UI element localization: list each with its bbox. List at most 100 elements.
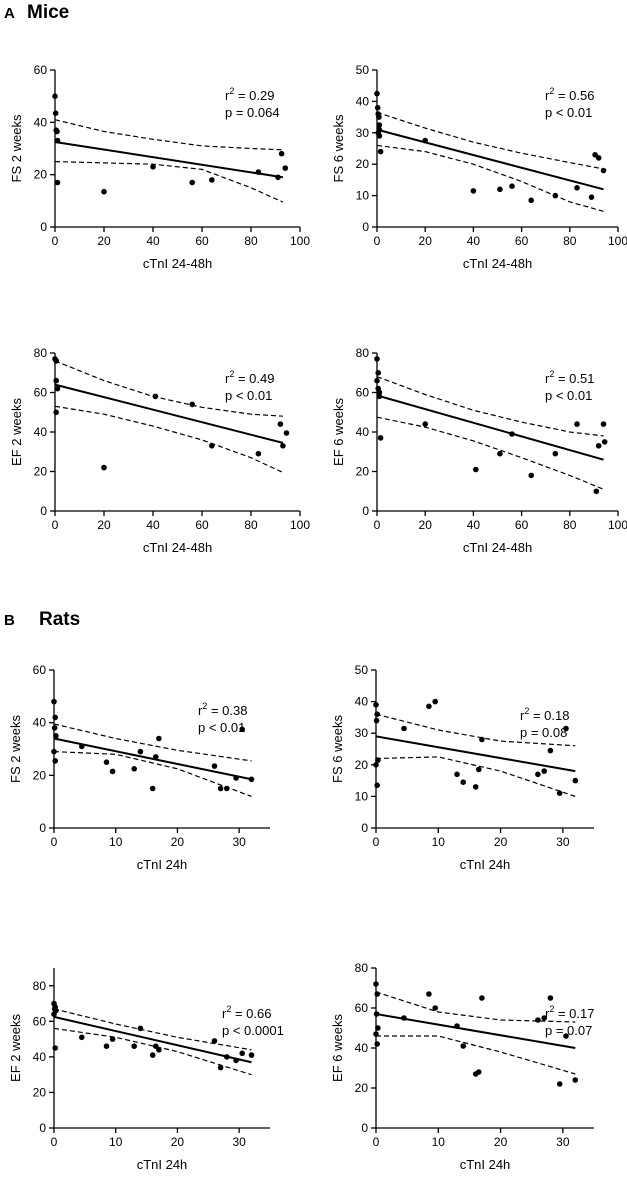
mice-fs6-data-point	[600, 167, 607, 174]
mice-fs2-x-tick-label: 60	[195, 234, 209, 248]
rats-fs2-panel: 0 20 40 60 0 10 20 30 cTnI 24h FS 2 weeks r2 = 0.3…	[8, 663, 270, 872]
mice-ef6-x-tick-label: 40	[467, 518, 481, 532]
mice-ef6-y-axis-label: EF 6 weeks	[331, 398, 346, 466]
rats-fs2-ci-upper	[53, 723, 252, 762]
rats-fs6-ci-upper	[375, 713, 576, 747]
rats-ef6-y-tick-label: 40	[355, 1041, 369, 1055]
mice-fs2-p-text: p = 0.064	[225, 105, 280, 120]
mice-fs6-data-point	[509, 183, 515, 189]
rats-ef2-data-point	[137, 1025, 144, 1032]
rats-ef6-data-point	[373, 981, 379, 987]
rats-ef2-ci-lower	[53, 1027, 252, 1076]
mice-ef6-data-point	[376, 393, 383, 400]
mice-fs2-data-point	[54, 137, 61, 144]
rats-ef2-data-point	[239, 1050, 245, 1057]
mice-ef6-regression-line	[376, 394, 604, 461]
rats-ef2-y-tick-label: 80	[33, 979, 47, 993]
rats-fs2-data-point	[52, 758, 58, 764]
rats-ef6-data-point	[547, 995, 554, 1001]
rats-ef6-data-point	[374, 1041, 381, 1047]
mice-ef2-x-tick-label: 40	[146, 518, 160, 532]
rats-fs2-data-point	[79, 743, 85, 750]
mice-fs6-data-point	[595, 155, 602, 161]
mice-fs2-y-tick-label: 60	[34, 63, 48, 77]
rats-fs2-x-tick-label: 20	[171, 835, 185, 849]
rats-fs2-y-tick-label: 40	[33, 716, 47, 730]
rats-fs6-ci-lower	[375, 756, 576, 797]
rats-fs2-data-point	[156, 735, 162, 742]
rats-fs2-r2-text: r2 = 0.38	[198, 701, 247, 718]
rats-fs6-data-point	[373, 762, 379, 768]
rats-ef6-data-point	[556, 1081, 563, 1087]
mice-fs6-data-point	[528, 197, 534, 204]
rats-fs6-data-point	[563, 725, 569, 732]
rats-ef6-ci-lower	[376, 1035, 576, 1075]
rats-fs6-x-axis-label: cTnI 24h	[460, 857, 511, 872]
rats-fs2-data-point	[149, 785, 156, 792]
rats-ef6-panel: 0 20 40 60 80 0 10 20 30 cTnI 24h EF 6 weeks r2 = 0…	[330, 961, 594, 1172]
mice-fs2-x-axis-label: cTnI 24-48h	[143, 256, 212, 271]
rats-fs2-data-point	[51, 698, 57, 705]
mice-fs6-x-tick-label: 80	[563, 234, 577, 248]
rats-fs2-y-axis-label: FS 2 weeks	[8, 715, 23, 783]
mice-ef2-ci-lower	[54, 405, 284, 474]
mice-fs6-y-axis-label: FS 6 weeks	[331, 114, 346, 182]
mice-fs6-regression-line	[376, 128, 604, 191]
mice-ef6-data-point	[528, 472, 534, 479]
mice-ef6-data-point	[600, 421, 607, 427]
rats-ef6-data-point	[373, 1031, 379, 1037]
mice-ef6-x-tick-label: 60	[515, 518, 529, 532]
rats-ef6-data-point	[460, 1043, 467, 1049]
rats-ef6-data-point	[426, 991, 432, 997]
mice-ef2-y-tick-label: 0	[40, 504, 47, 518]
mice-ef6-data-point	[377, 435, 384, 441]
rats-fs2-data-point	[109, 768, 116, 775]
rats-ef2-data-point	[211, 1038, 218, 1044]
rats-fs6-data-point	[373, 717, 380, 724]
mice-ef6-y-tick-label: 80	[356, 346, 370, 360]
rats-fs2-regression-line	[53, 737, 252, 781]
rats-fs2-p-text: p < 0.01	[198, 720, 245, 735]
rats-fs2-ci-lower	[53, 751, 252, 797]
mice-ef6-data-point	[497, 450, 503, 457]
mice-ef2-ci-upper	[54, 360, 283, 417]
mice-fs2-y-axis-label: FS 2 weeks	[9, 114, 24, 182]
mice-fs2-data-point	[54, 128, 60, 135]
mice-ef6-y-tick-label: 20	[356, 465, 370, 479]
mice-fs2-x-tick-label: 100	[290, 234, 310, 248]
mice-ef6-data-point	[552, 450, 559, 457]
mice-fs2-ci-lower	[54, 161, 284, 203]
section-b-letter: B	[4, 612, 15, 629]
mice-fs6-y-tick-label: 40	[356, 94, 370, 108]
rats-fs6-x-tick-label: 10	[432, 835, 446, 849]
mice-fs6-data-point	[422, 137, 429, 144]
rats-fs2-y-tick-label: 0	[39, 821, 46, 835]
rats-fs6-data-point	[432, 698, 439, 705]
mice-fs6-data-point	[376, 122, 383, 128]
mice-fs6-x-tick-label: 60	[515, 234, 529, 248]
mice-fs2-regression-line	[54, 140, 284, 179]
mice-fs6-y-tick-label: 50	[356, 63, 370, 77]
rats-ef6-data-point	[563, 1033, 569, 1039]
rats-ef6-data-point	[401, 1015, 407, 1021]
rats-fs2-x-axis-label: cTnI 24h	[137, 857, 188, 872]
rats-fs6-x-tick-label: 0	[373, 835, 380, 849]
mice-ef2-p-text: p < 0.01	[225, 388, 272, 403]
rats-ef2-data-point	[224, 1054, 230, 1060]
rats-ef2-data-point	[51, 1011, 57, 1017]
mice-ef6-y-tick-label: 60	[356, 386, 370, 400]
mice-fs6-y-tick-label: 30	[356, 126, 370, 140]
rats-ef6-y-tick-label: 20	[355, 1081, 369, 1095]
rats-fs2-data-point	[239, 726, 245, 733]
rats-ef2-data-point	[233, 1057, 239, 1064]
mice-ef2-y-tick-label: 40	[34, 425, 48, 439]
rats-ef6-ci-upper	[375, 991, 576, 1023]
rats-fs6-regression-line	[375, 735, 576, 773]
mice-ef6-x-tick-label: 80	[563, 518, 577, 532]
mice-fs2-data-point	[52, 93, 58, 99]
rats-ef2-x-tick-label: 30	[232, 1135, 246, 1149]
mice-fs6-data-point	[574, 185, 580, 191]
rats-ef2-data-point	[109, 1036, 116, 1042]
mice-ef2-data-point	[53, 358, 59, 364]
rats-fs2-data-point	[233, 775, 239, 781]
